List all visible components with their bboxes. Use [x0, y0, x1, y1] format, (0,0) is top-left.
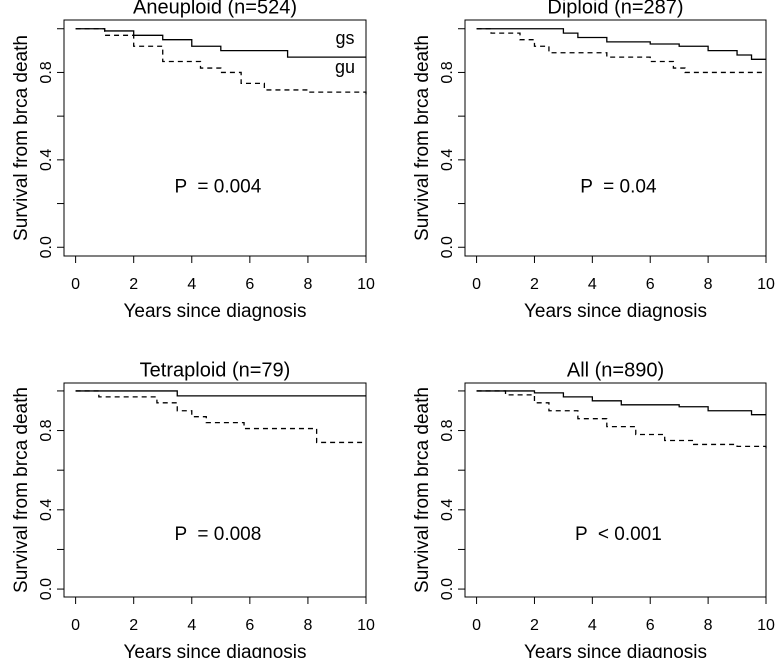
x-tick-label: 10 — [357, 276, 375, 293]
x-tick-label: 0 — [71, 617, 80, 634]
panel: Tetraploid (n=79) 0 2 4 6 8 10 Years since diag… — [11, 359, 375, 658]
survival-curve — [75, 390, 366, 397]
survival-curve — [476, 28, 766, 60]
y-tick-label: 0.8 — [38, 419, 55, 441]
y-tick-label: 0.8 — [439, 61, 456, 83]
x-tick-label: 4 — [187, 276, 196, 293]
panel-title: Diploid (n=287) — [547, 0, 683, 18]
y-tick-label: 0.8 — [38, 61, 55, 83]
x-tick-label: 8 — [704, 617, 713, 634]
x-tick-label: 6 — [245, 276, 254, 293]
y-tick-label: 0.8 — [439, 419, 456, 441]
y-axis-label: Survival from brca death — [412, 387, 433, 593]
x-tick-label: 4 — [187, 617, 196, 634]
x-tick-label: 2 — [129, 617, 138, 634]
x-tick-label: 2 — [129, 276, 138, 293]
series-label: gs — [335, 28, 354, 48]
annotation: P = 0.008 — [174, 524, 261, 545]
x-tick-label: 8 — [303, 276, 312, 293]
panel-title: Aneuploid (n=524) — [133, 0, 297, 18]
y-tick-label: 0.0 — [38, 578, 55, 600]
panel: Diploid (n=287) 0 2 4 6 8 10 Years since diagno… — [412, 0, 775, 322]
y-tick-label: 0.4 — [439, 149, 456, 171]
plot-frame — [63, 19, 367, 257]
x-axis-label: Years since diagnosis — [524, 642, 707, 658]
x-tick-label: 6 — [646, 617, 655, 634]
x-tick-label: 2 — [530, 276, 539, 293]
panel: All (n=890) 0 2 4 6 8 10 Years since diagnosis 0… — [412, 359, 775, 658]
y-axis-label: Survival from brca death — [412, 35, 433, 241]
x-tick-label: 0 — [472, 276, 481, 293]
x-tick-label: 8 — [303, 617, 312, 634]
x-axis-label: Years since diagnosis — [123, 301, 306, 322]
plot-frame — [63, 382, 367, 598]
x-tick-label: 4 — [588, 617, 597, 634]
y-tick-label: 0.4 — [439, 499, 456, 521]
y-tick-label: 0.0 — [38, 236, 55, 258]
plot-frame — [464, 19, 767, 257]
annotation: P = 0.004 — [174, 177, 261, 198]
survival-curve — [476, 390, 766, 416]
panel-title: Tetraploid (n=79) — [140, 359, 291, 381]
x-tick-label: 6 — [245, 617, 254, 634]
x-tick-label: 10 — [757, 617, 775, 634]
y-tick-label: 0.4 — [38, 149, 55, 171]
x-axis-label: Years since diagnosis — [524, 301, 707, 322]
series-label: gu — [335, 57, 355, 77]
x-tick-label: 0 — [472, 617, 481, 634]
survival-curve — [476, 390, 767, 449]
x-tick-label: 10 — [757, 276, 775, 293]
y-axis-label: Survival from brca death — [11, 387, 32, 593]
x-tick-label: 0 — [71, 276, 80, 293]
x-tick-label: 2 — [530, 617, 539, 634]
x-axis-label: Years since diagnosis — [123, 642, 306, 658]
y-axis-label: Survival from brca death — [11, 35, 32, 241]
panel-title: All (n=890) — [567, 359, 664, 381]
plot-frame — [464, 382, 767, 598]
panel: Aneuploid (n=524) 0 2 4 6 8 10 Years since diag… — [11, 0, 375, 322]
x-tick-label: 10 — [357, 617, 375, 634]
survival-curve — [75, 28, 366, 58]
x-tick-label: 8 — [704, 276, 713, 293]
survival-curve — [75, 390, 366, 444]
y-tick-label: 0.0 — [439, 236, 456, 258]
y-tick-label: 0.0 — [439, 578, 456, 600]
annotation: P < 0.001 — [575, 524, 662, 545]
survival-curve — [75, 28, 367, 97]
x-tick-label: 6 — [646, 276, 655, 293]
y-tick-label: 0.4 — [38, 499, 55, 521]
survival-curve — [476, 28, 766, 74]
annotation: P = 0.04 — [580, 177, 657, 198]
x-tick-label: 4 — [588, 276, 597, 293]
